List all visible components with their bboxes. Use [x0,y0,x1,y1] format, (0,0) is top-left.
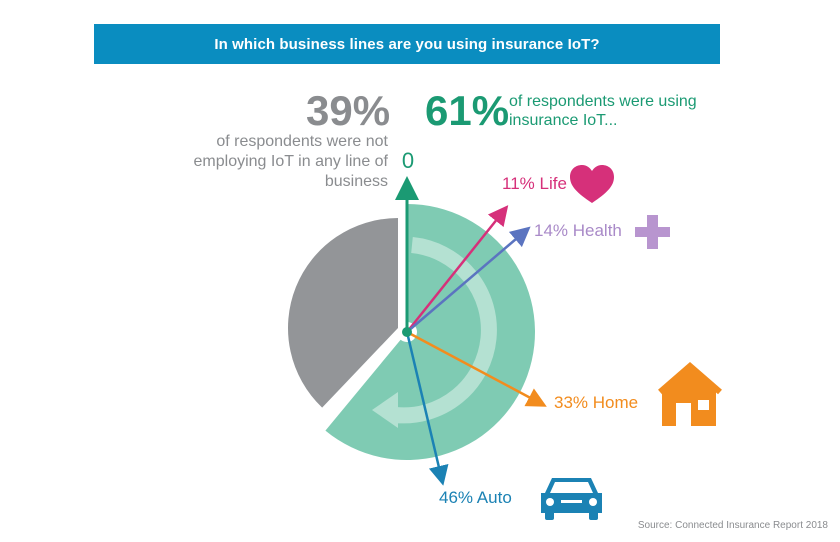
health-arrow [406,226,531,333]
life-arrow [406,205,509,333]
chart-title: In which business lines are you using in… [214,35,600,53]
home-arrow [406,330,547,407]
circular-arrow-decoration [394,237,497,424]
zero-axis-label: 0 [401,148,415,173]
life-label: 11% Life [502,174,567,193]
title-banner: In which business lines are you using in… [94,24,720,64]
using-percentage: 61% [425,87,510,134]
circular-arrow-head [372,392,398,428]
auto-arrow [405,331,449,486]
cross-icon [635,215,670,249]
using-description: of respondents were using insurance IoT.… [509,93,697,129]
heart-icon [570,165,614,203]
auto-label: 46% Auto [439,488,512,507]
pie-center-dot [402,327,412,337]
health-label: 14% Health [534,221,622,240]
source-note: Source: Connected Insurance Report 2018 [637,520,828,531]
house-icon [658,362,722,426]
not-using-percentage: 39% [306,87,391,134]
car-icon [541,478,602,520]
home-label: 33% Home [554,393,639,412]
not-using-description: of respondents were not employing IoT in… [193,133,388,190]
pie-slice-not-using [288,218,398,408]
